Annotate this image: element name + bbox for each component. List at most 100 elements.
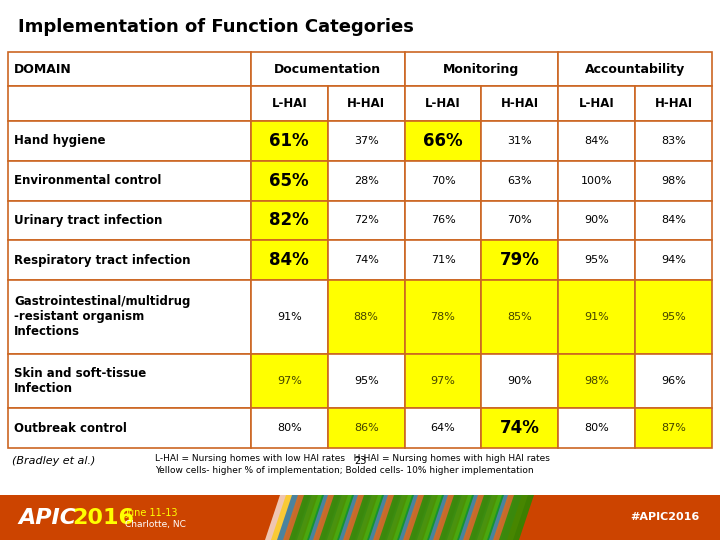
Bar [558, 52, 712, 86]
Text: 95%: 95% [661, 312, 686, 322]
Text: Gastrointestinal/multidrug
-resistant organism
Infections: Gastrointestinal/multidrug -resistant or… [14, 295, 190, 339]
Bar [328, 121, 405, 160]
Bar [405, 121, 482, 160]
Text: 37%: 37% [354, 136, 379, 146]
Polygon shape [439, 495, 474, 540]
Bar [482, 408, 558, 448]
Bar [8, 408, 251, 448]
Text: June 11-13: June 11-13 [125, 508, 178, 517]
Bar [8, 200, 251, 240]
Polygon shape [331, 495, 366, 540]
Polygon shape [283, 495, 318, 540]
Bar [328, 280, 405, 354]
Text: 96%: 96% [661, 376, 686, 386]
Bar [558, 200, 635, 240]
Bar [8, 240, 251, 280]
Polygon shape [397, 495, 432, 540]
Text: 86%: 86% [354, 423, 379, 433]
Text: 98%: 98% [661, 176, 686, 186]
Text: 64%: 64% [431, 423, 455, 433]
Bar [405, 86, 482, 121]
Text: L-HAI = Nursing homes with low HAI rates   H-HAI = Nursing homes with high HAI r: L-HAI = Nursing homes with low HAI rates… [155, 454, 550, 463]
Bar [405, 354, 482, 408]
Bar [251, 160, 328, 200]
Polygon shape [499, 495, 534, 540]
Bar [405, 408, 482, 448]
Polygon shape [469, 495, 504, 540]
Polygon shape [349, 495, 384, 540]
Bar [635, 200, 712, 240]
Bar [405, 240, 482, 280]
Text: L-HAI: L-HAI [579, 97, 615, 110]
Text: 63%: 63% [508, 176, 532, 186]
Bar [635, 121, 712, 160]
Polygon shape [313, 495, 348, 540]
Text: 97%: 97% [431, 376, 456, 386]
Polygon shape [289, 495, 324, 540]
Bar [251, 354, 328, 408]
Text: Charlotte, NC: Charlotte, NC [125, 520, 186, 529]
Text: 90%: 90% [585, 215, 609, 225]
Text: Respiratory tract infection: Respiratory tract infection [14, 254, 191, 267]
Polygon shape [379, 495, 414, 540]
Text: 88%: 88% [354, 312, 379, 322]
Polygon shape [457, 495, 492, 540]
Text: 94%: 94% [661, 255, 686, 265]
Text: 87%: 87% [661, 423, 686, 433]
Polygon shape [343, 495, 378, 540]
Text: 65%: 65% [269, 172, 309, 190]
Bar [8, 86, 251, 121]
Text: APIC: APIC [18, 508, 76, 528]
Bar [328, 240, 405, 280]
Bar [328, 408, 405, 448]
Text: Skin and soft-tissue
Infection: Skin and soft-tissue Infection [14, 367, 146, 395]
Text: 84%: 84% [585, 136, 609, 146]
Polygon shape [481, 495, 516, 540]
Polygon shape [493, 495, 528, 540]
Polygon shape [427, 495, 462, 540]
Polygon shape [277, 495, 312, 540]
Text: 61%: 61% [269, 132, 309, 150]
Text: 100%: 100% [581, 176, 613, 186]
Text: 98%: 98% [585, 376, 609, 386]
Text: Urinary tract infection: Urinary tract infection [14, 214, 163, 227]
Text: Outbreak control: Outbreak control [14, 422, 127, 435]
Text: 74%: 74% [500, 419, 540, 437]
Polygon shape [433, 495, 468, 540]
Text: 72%: 72% [354, 215, 379, 225]
Bar [328, 86, 405, 121]
Text: 78%: 78% [431, 312, 456, 322]
Bar [328, 160, 405, 200]
Text: Environmental control: Environmental control [14, 174, 161, 187]
Text: 97%: 97% [277, 376, 302, 386]
Bar [558, 86, 635, 121]
Text: H-HAI: H-HAI [654, 97, 693, 110]
Text: 76%: 76% [431, 215, 455, 225]
Bar [8, 52, 251, 86]
Polygon shape [325, 495, 360, 540]
Text: 71%: 71% [431, 255, 455, 265]
Text: 83%: 83% [661, 136, 686, 146]
Bar [482, 240, 558, 280]
Bar [482, 200, 558, 240]
Bar [635, 280, 712, 354]
Text: 80%: 80% [277, 423, 302, 433]
Text: 95%: 95% [354, 376, 379, 386]
Polygon shape [391, 495, 426, 540]
Text: 84%: 84% [661, 215, 686, 225]
Bar [8, 160, 251, 200]
Text: 91%: 91% [585, 312, 609, 322]
Bar [328, 200, 405, 240]
Text: Implementation of Function Categories: Implementation of Function Categories [18, 18, 414, 36]
Text: 82%: 82% [269, 212, 309, 230]
Bar [328, 354, 405, 408]
Bar [251, 240, 328, 280]
Bar [251, 86, 328, 121]
Text: 91%: 91% [277, 312, 302, 322]
Text: 70%: 70% [508, 215, 532, 225]
Text: (Bradley et al.): (Bradley et al.) [12, 456, 95, 466]
Bar [558, 160, 635, 200]
Polygon shape [373, 495, 408, 540]
Polygon shape [361, 495, 396, 540]
Bar [251, 52, 405, 86]
